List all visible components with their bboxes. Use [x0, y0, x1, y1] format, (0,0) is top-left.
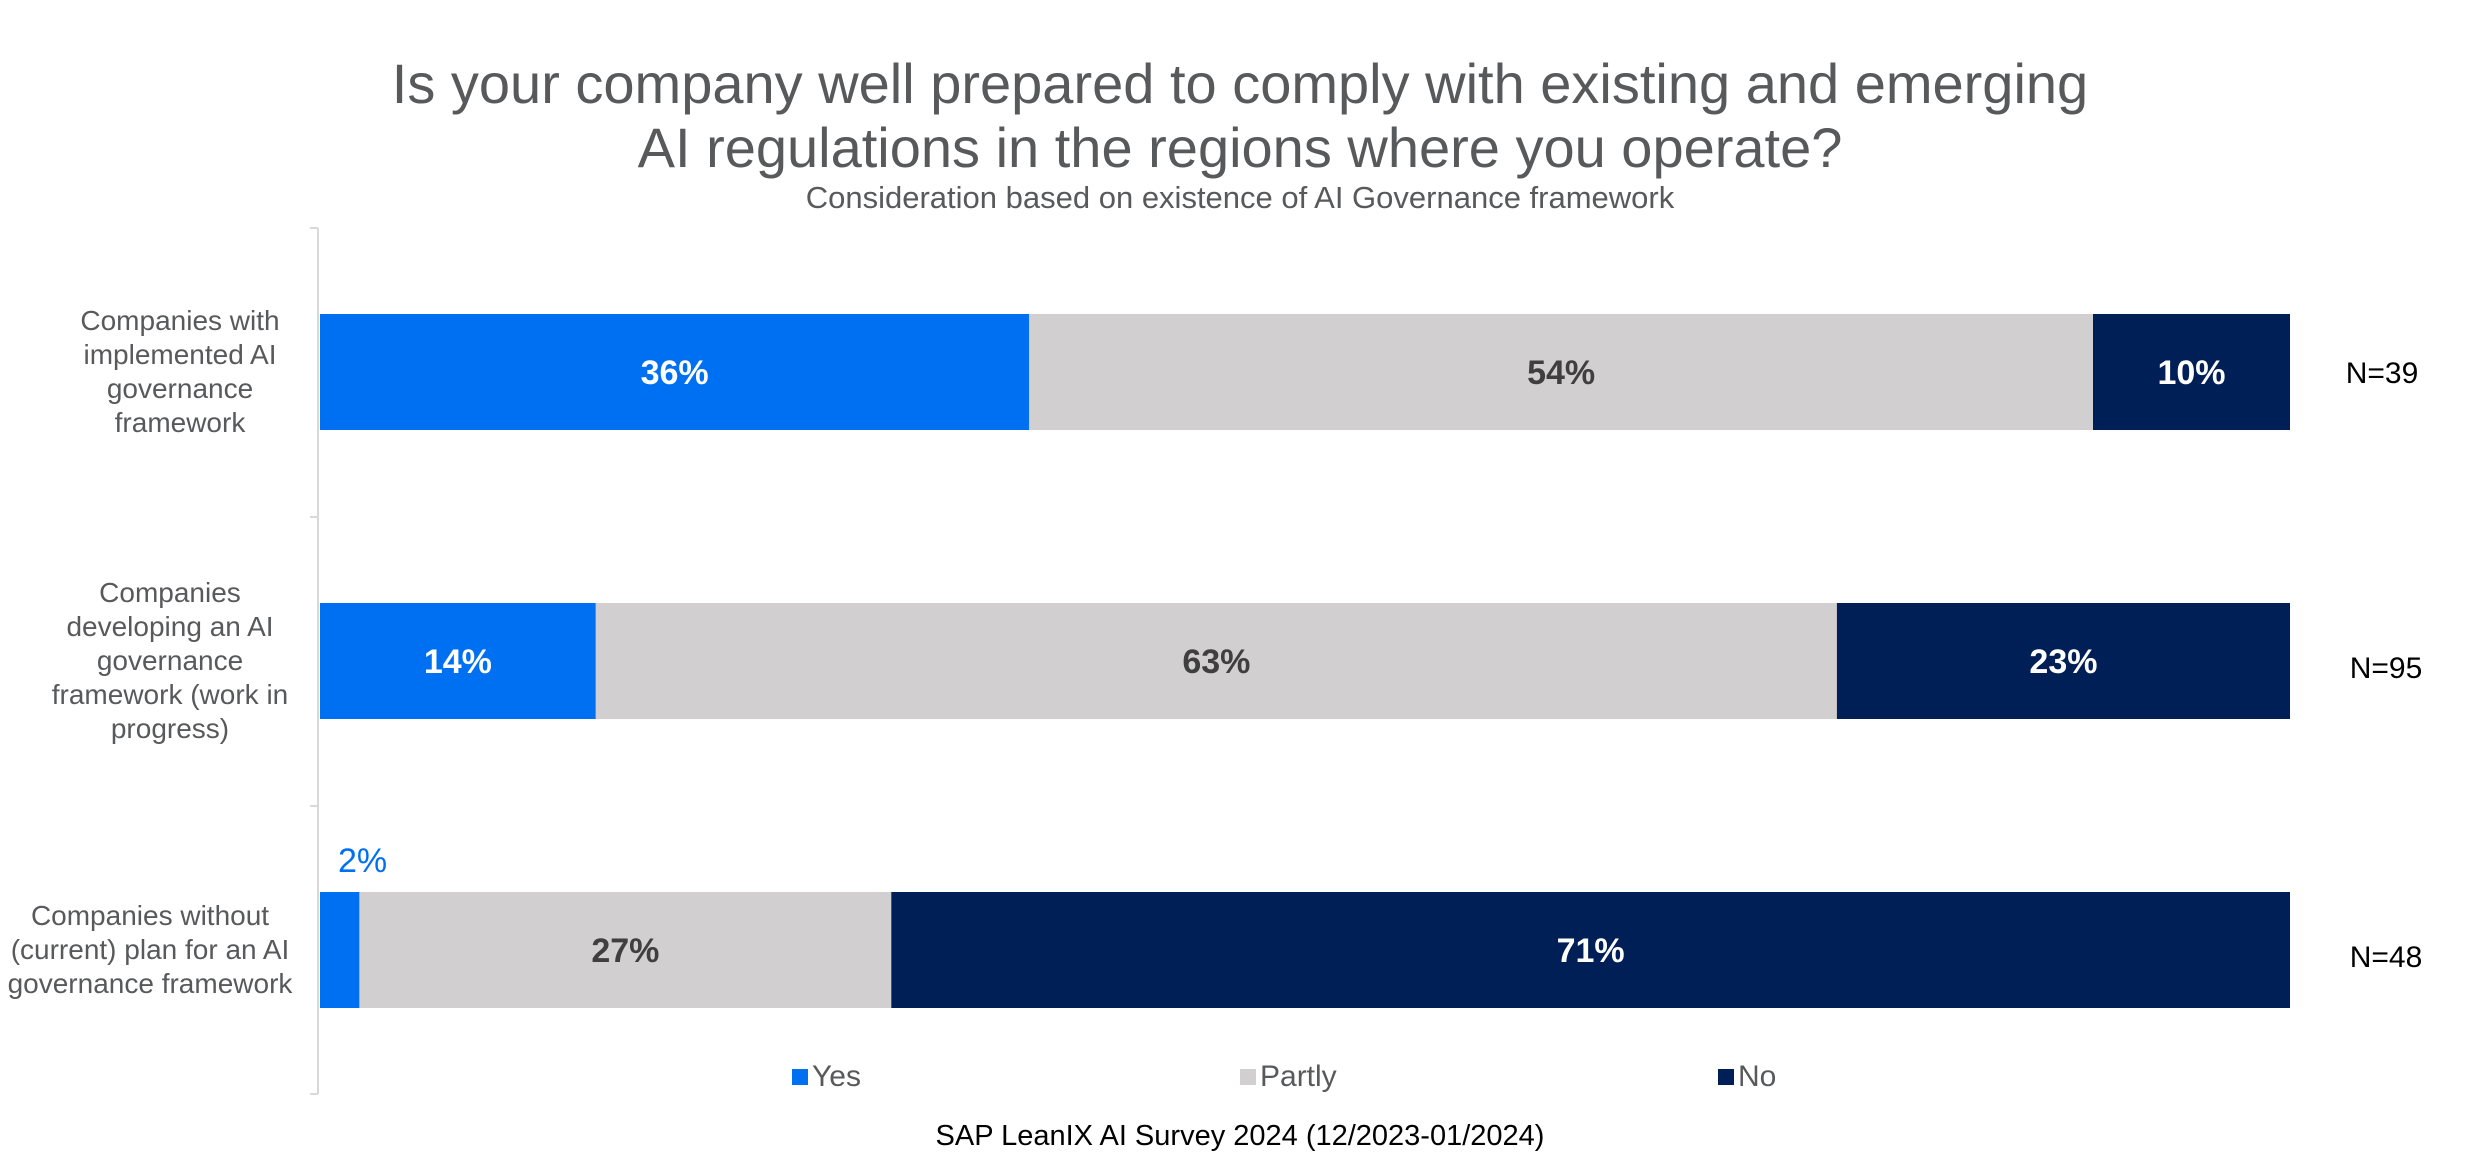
data-label-partly: 54% — [1527, 354, 1595, 392]
category-label: Companies with implemented AI governance… — [80, 305, 280, 438]
chart-subtitle: Consideration based on existence of AI G… — [805, 180, 1675, 215]
bar-segment-no — [2093, 314, 2290, 430]
bar-segment-partly — [595, 603, 1837, 719]
chart-legend: Yes Partly No — [0, 1060, 2480, 1100]
legend-item-no: No — [1718, 1060, 1776, 1094]
data-label-yes: 36% — [641, 354, 709, 392]
data-label-yes: 2% — [338, 842, 387, 880]
category-label: Companies developing an AI governance fr… — [51, 577, 289, 744]
legend-swatch-no — [1718, 1069, 1734, 1085]
bar-segment-no — [1836, 603, 2290, 719]
legend-label-no: No — [1738, 1060, 1777, 1093]
bar-segment-partly — [1029, 314, 2093, 430]
legend-swatch-partly — [1240, 1069, 1256, 1085]
data-label-no: 23% — [2029, 643, 2097, 681]
legend-item-yes: Yes — [792, 1060, 861, 1094]
data-label-no: 71% — [1557, 932, 1625, 970]
data-label-no: 10% — [2157, 354, 2225, 392]
chart-title-line-2: AI regulations in the regions where you … — [637, 116, 1843, 179]
source-note: SAP LeanIX AI Survey 2024 (12/2023-01/20… — [935, 1120, 1545, 1152]
category-label: Companies without (current) plan for an … — [7, 900, 293, 999]
data-label-yes: 14% — [424, 643, 492, 681]
sample-size-label: N=48 — [2349, 941, 2423, 974]
legend-item-partly: Partly — [1240, 1060, 1337, 1094]
bar-segment-no — [891, 892, 2290, 1008]
sample-size-label: N=39 — [2345, 357, 2419, 390]
legend-swatch-yes — [792, 1069, 808, 1085]
legend-label-partly: Partly — [1260, 1060, 1337, 1093]
data-label-partly: 27% — [591, 932, 659, 970]
bar-segment-yes — [320, 892, 360, 1008]
legend-label-yes: Yes — [812, 1060, 861, 1093]
bar-segment-partly — [359, 892, 892, 1008]
chart-title-line-1: Is your company well prepared to comply … — [391, 52, 2089, 115]
data-label-partly: 63% — [1182, 643, 1250, 681]
bar-segment-yes — [320, 603, 596, 719]
sample-size-label: N=95 — [2349, 652, 2423, 685]
bar-segment-yes — [320, 314, 1030, 430]
